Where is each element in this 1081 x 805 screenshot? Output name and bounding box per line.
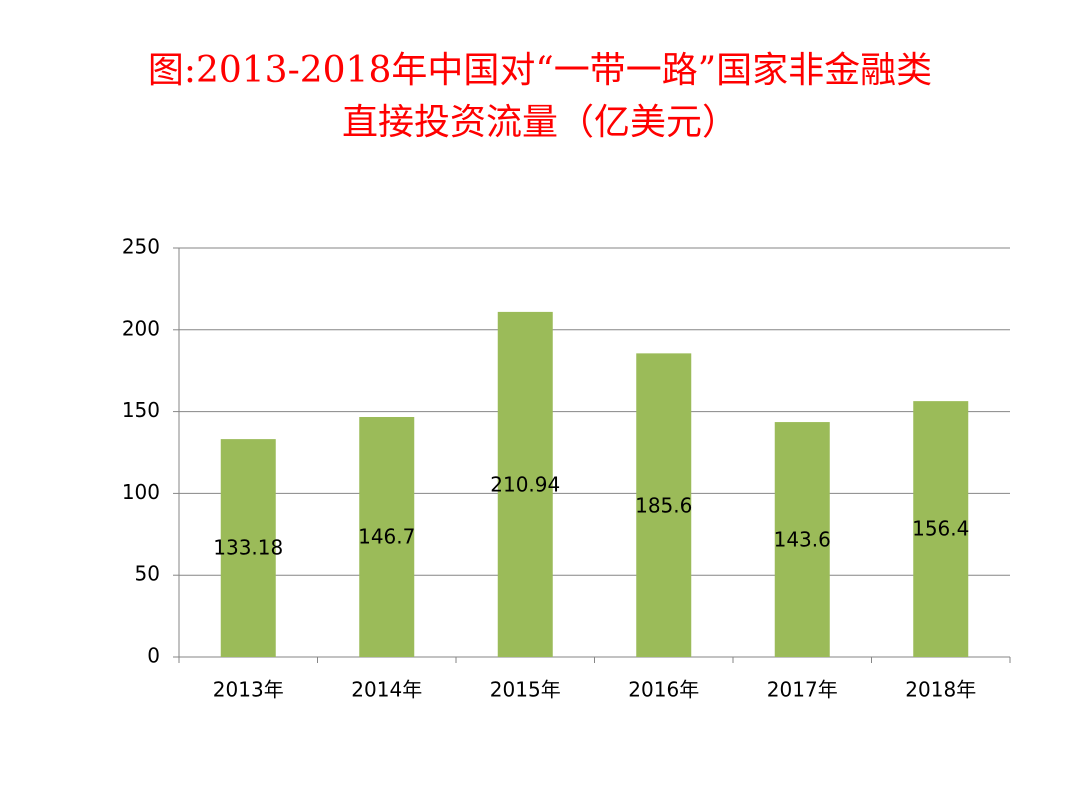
x-tick-label: 2014年: [351, 678, 422, 702]
bar: [220, 439, 276, 657]
chart-title: 图:2013-2018年中国对“一带一路”国家非金融类: [148, 50, 932, 91]
bar: [774, 422, 830, 657]
data-label: 156.4: [912, 517, 969, 541]
bar: [497, 311, 553, 657]
y-tick-label: 50: [135, 562, 160, 586]
x-tick-label: 2015年: [490, 678, 561, 702]
data-label: 133.18: [213, 536, 283, 560]
bar: [636, 353, 692, 657]
bar: [359, 416, 415, 657]
data-label: 146.7: [358, 525, 415, 549]
x-tick-label: 2017年: [767, 678, 838, 702]
data-label: 185.6: [635, 494, 692, 518]
y-tick-label: 150: [122, 398, 160, 422]
x-tick-label: 2016年: [628, 678, 699, 702]
y-tick-label: 250: [122, 235, 160, 259]
data-label: 210.94: [490, 473, 560, 497]
y-tick-label: 100: [122, 480, 160, 504]
chart-title: 直接投资流量（亿美元）: [342, 102, 738, 143]
y-tick-label: 0: [147, 644, 160, 668]
x-tick-label: 2018年: [905, 678, 976, 702]
bar: [913, 401, 969, 657]
y-tick-label: 200: [122, 316, 160, 340]
x-tick-label: 2013年: [213, 678, 284, 702]
data-label: 143.6: [774, 528, 831, 552]
